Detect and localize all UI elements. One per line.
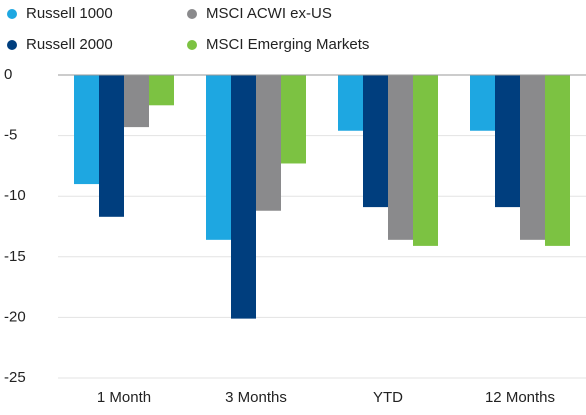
bar [256,75,281,211]
legend-label: MSCI Emerging Markets [206,36,369,53]
bar [124,75,149,128]
x-tick-label: 12 Months [485,389,555,406]
bar [470,75,495,131]
legend-label: MSCI ACWI ex-US [206,5,332,22]
bar [206,75,231,240]
bar [338,75,363,131]
x-tick-label: 1 Month [97,389,151,406]
legend-label: Russell 1000 [26,5,113,22]
bar [281,75,306,164]
legend-swatch [7,9,17,19]
legend-swatch [187,9,197,19]
bar [413,75,438,246]
y-tick-label: -20 [4,308,26,325]
y-tick-label: 0 [4,66,12,83]
bar [388,75,413,240]
y-tick-label: -10 [4,187,26,204]
y-tick-label: -5 [4,127,17,144]
legend-label: Russell 2000 [26,36,113,53]
x-tick-label: 3 Months [225,389,287,406]
bar [99,75,124,217]
bar [149,75,174,106]
y-tick-label: -25 [4,369,26,386]
bar [520,75,545,240]
bar [545,75,570,246]
bar [74,75,99,185]
legend-swatch [187,40,197,50]
bar [363,75,388,208]
bar [231,75,256,319]
y-tick-label: -15 [4,248,26,265]
x-tick-label: YTD [373,389,403,406]
bar [495,75,520,208]
legend-swatch [7,40,17,50]
